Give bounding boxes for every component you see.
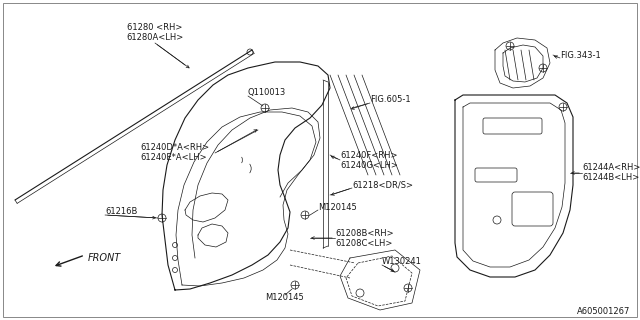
Text: 61218<DR/S>: 61218<DR/S> — [352, 180, 413, 189]
Text: 61208C<LH>: 61208C<LH> — [335, 238, 392, 247]
Text: 61240F<RH>: 61240F<RH> — [340, 150, 397, 159]
Text: M120145: M120145 — [318, 203, 356, 212]
Text: 61208B<RH>: 61208B<RH> — [335, 228, 394, 237]
Text: M120145: M120145 — [266, 293, 305, 302]
Text: W130241: W130241 — [382, 258, 422, 267]
Text: A605001267: A605001267 — [577, 308, 630, 316]
Text: Q110013: Q110013 — [248, 87, 286, 97]
Text: 61280 <RH>: 61280 <RH> — [127, 23, 182, 33]
Text: 61216B: 61216B — [105, 207, 138, 217]
Text: FRONT: FRONT — [88, 253, 121, 263]
Text: 61240E*A<LH>: 61240E*A<LH> — [140, 154, 207, 163]
Text: 61244A<RH>: 61244A<RH> — [582, 164, 640, 172]
Text: 61240D*A<RH>: 61240D*A<RH> — [140, 143, 209, 153]
Text: 61280A<LH>: 61280A<LH> — [126, 34, 184, 43]
Text: FIG.343-1: FIG.343-1 — [560, 51, 601, 60]
Text: 61240G<LH>: 61240G<LH> — [340, 161, 398, 170]
Text: 61244B<LH>: 61244B<LH> — [582, 173, 639, 182]
Text: FIG.605-1: FIG.605-1 — [370, 95, 411, 105]
